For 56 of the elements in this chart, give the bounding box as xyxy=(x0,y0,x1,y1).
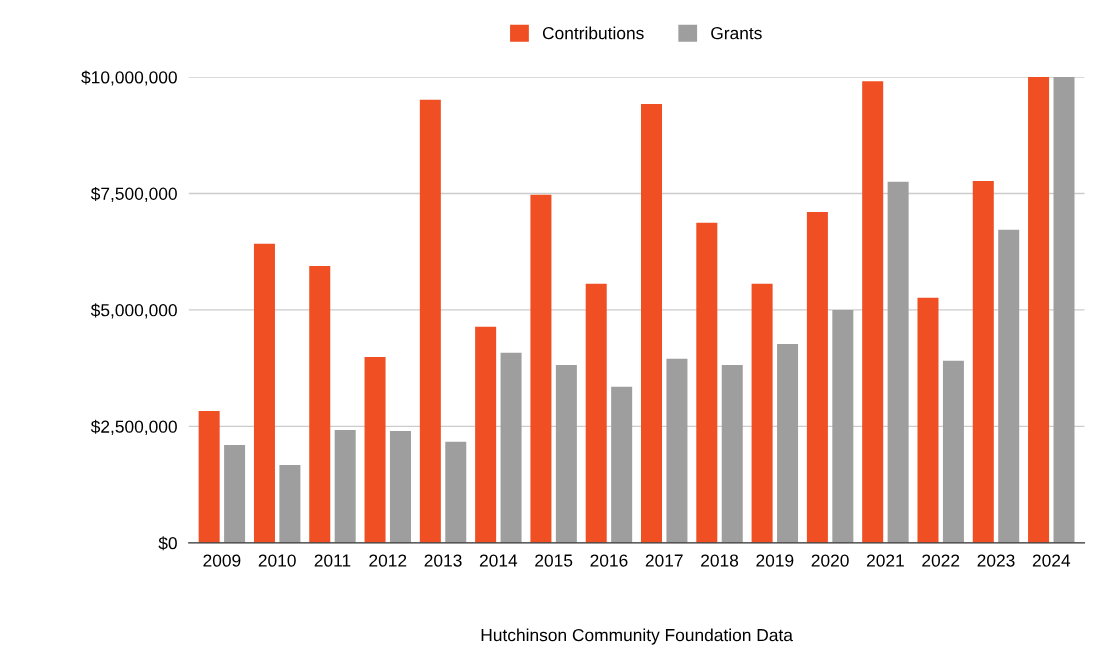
x-tick-label: 2023 xyxy=(977,554,1015,567)
bar xyxy=(253,243,275,543)
y-tick-label: $5,000,000 xyxy=(90,303,177,319)
x-tick-label: 2010 xyxy=(258,554,296,567)
x-tick-label: 2014 xyxy=(479,554,518,567)
x-tick-label: 2019 xyxy=(756,554,794,567)
bar xyxy=(777,343,799,543)
y-tick-label: $0 xyxy=(158,536,177,551)
bar xyxy=(309,266,331,543)
legend-label: Grants xyxy=(711,27,762,40)
bar xyxy=(972,180,994,543)
y-tick-label: $2,500,000 xyxy=(90,419,177,435)
bar xyxy=(832,309,854,543)
bar xyxy=(751,283,773,543)
bar xyxy=(475,326,497,543)
bar xyxy=(585,283,607,543)
x-tick-label: 2018 xyxy=(701,554,739,567)
bar xyxy=(1053,76,1075,543)
bar xyxy=(666,358,688,543)
y-tick-label: $7,500,000 xyxy=(90,186,177,202)
x-tick-label: 2020 xyxy=(811,554,849,567)
bar xyxy=(198,411,220,543)
bar xyxy=(862,81,884,543)
bar xyxy=(806,212,828,543)
bar xyxy=(942,360,964,543)
y-tick-label: $10,000,000 xyxy=(81,70,177,86)
bar xyxy=(500,352,522,543)
bar xyxy=(998,229,1020,543)
bar xyxy=(224,445,246,543)
bar xyxy=(389,431,411,543)
bar xyxy=(721,364,743,543)
x-axis-title: Hutchinson Community Foundation Data xyxy=(481,628,793,645)
bar xyxy=(419,99,441,543)
x-tick-label: 2024 xyxy=(1032,554,1071,567)
bar xyxy=(696,222,718,543)
bar xyxy=(334,430,356,543)
bar xyxy=(279,465,301,543)
bar xyxy=(445,441,467,543)
bar xyxy=(530,194,552,543)
bar xyxy=(887,181,909,543)
x-tick-label: 2022 xyxy=(922,554,960,567)
x-tick-label: 2016 xyxy=(590,554,628,567)
x-tick-label: 2013 xyxy=(424,554,462,567)
x-tick-label: 2017 xyxy=(645,554,683,567)
x-tick-label: 2021 xyxy=(866,554,904,567)
x-tick-label: 2015 xyxy=(535,554,573,567)
x-tick-label: 2009 xyxy=(203,554,241,567)
bar xyxy=(364,356,386,543)
bar xyxy=(1028,76,1050,543)
bar xyxy=(641,104,663,543)
x-tick-label: 2011 xyxy=(314,554,351,567)
bar xyxy=(917,297,939,543)
x-tick-label: 2012 xyxy=(369,554,407,567)
bar xyxy=(555,364,577,543)
legend-label: Contributions xyxy=(542,26,644,40)
bar xyxy=(611,386,633,543)
